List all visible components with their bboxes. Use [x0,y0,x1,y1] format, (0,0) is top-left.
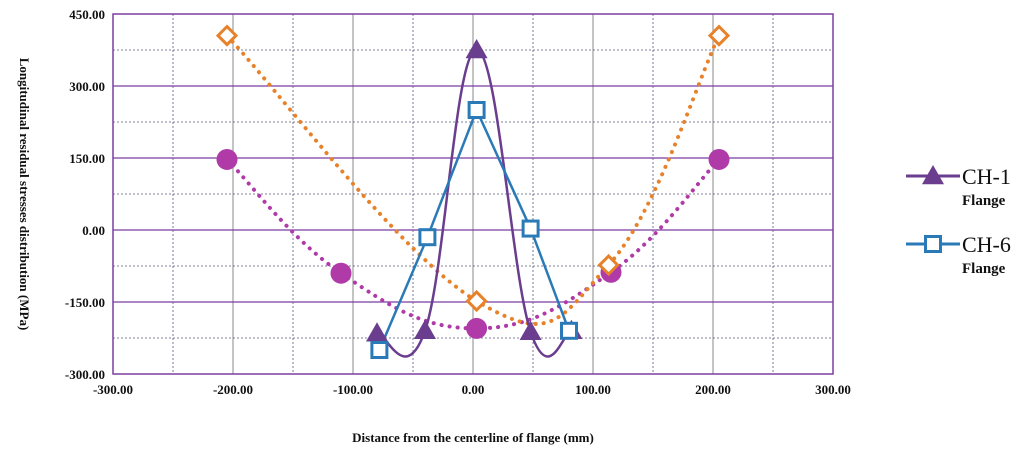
series-line-circle [225,157,721,331]
legend-marker [924,235,942,253]
grid-lines [113,14,833,374]
y-tick-labels: 450.00 300.00 150.00 0.00 -150.00 -300.00 [65,7,105,382]
legend-marker [922,165,944,185]
data-point-circle [330,262,352,284]
x-tick-label: 100.00 [575,382,611,397]
data-point-circle [466,317,488,339]
y-tick-label: 0.00 [82,223,105,238]
x-axis-title: Distance from the centerline of flange (… [352,430,594,445]
x-tick-labels: -300.00 -200.00 -100.00 0.00 100.00 200.00 300… [93,382,851,397]
y-tick-label: 450.00 [69,7,105,22]
legend-sublabel: Flange [962,193,1006,209]
series-line-diamond-open [225,33,721,326]
data-point-diamond-open [465,289,488,313]
x-tick-label: -200.00 [213,382,253,397]
data-point-circle [708,148,730,170]
legend: CH-1 Flange CH-6 Flange [906,164,1011,277]
data-point-ch-1 [366,322,388,342]
data-point-ch-1 [465,39,488,59]
x-tick-label: -300.00 [93,382,133,397]
legend-label: CH-6 [962,232,1011,257]
y-tick-label: 300.00 [69,79,105,94]
data-point-circle [216,148,238,170]
legend-sublabel: Flange [962,261,1006,277]
x-tick-label: -100.00 [333,382,373,397]
y-tick-label: -150.00 [65,295,105,310]
series-markers [215,24,731,359]
x-tick-label: 200.00 [695,382,731,397]
data-point-ch-6 [560,321,578,340]
data-point-ch-6 [521,219,540,238]
data-point-ch-1 [519,320,542,341]
data-point-diamond-open [707,24,731,47]
legend-label: CH-1 [962,164,1011,189]
y-tick-label: 150.00 [69,151,105,166]
data-point-ch-6 [418,228,437,247]
data-point-ch-1 [414,319,436,340]
data-point-ch-6 [370,341,389,359]
x-tick-label: 300.00 [815,382,851,397]
y-axis-title: Longitudinal residual stresses distribut… [17,58,32,331]
data-point-ch-6 [467,101,486,119]
data-point-diamond-open [597,253,620,277]
x-tick-label: 0.00 [462,382,485,397]
plot-border [112,13,834,375]
y-tick-label: -300.00 [65,367,105,382]
data-point-diamond-open [215,24,239,47]
